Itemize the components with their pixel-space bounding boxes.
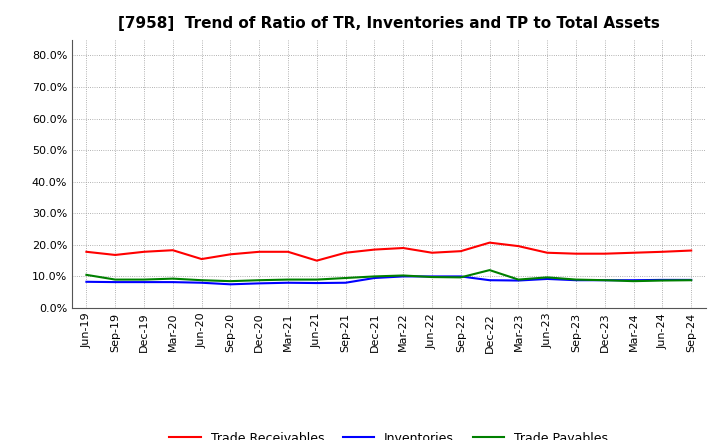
Trade Payables — [687, 278, 696, 283]
Inventories — [514, 278, 523, 283]
Trade Payables — [168, 276, 177, 281]
Trade Receivables — [456, 249, 465, 254]
Line: Trade Payables: Trade Payables — [86, 270, 691, 281]
Line: Inventories: Inventories — [86, 276, 691, 284]
Trade Receivables — [600, 251, 609, 257]
Inventories — [312, 280, 321, 286]
Trade Receivables — [255, 249, 264, 254]
Inventories — [399, 274, 408, 279]
Trade Receivables — [312, 258, 321, 263]
Trade Payables — [111, 277, 120, 282]
Inventories — [341, 280, 350, 286]
Trade Payables — [600, 278, 609, 283]
Trade Receivables — [658, 249, 667, 254]
Inventories — [168, 279, 177, 285]
Inventories — [197, 280, 206, 286]
Trade Payables — [312, 277, 321, 282]
Title: [7958]  Trend of Ratio of TR, Inventories and TP to Total Assets: [7958] Trend of Ratio of TR, Inventories… — [118, 16, 660, 32]
Trade Receivables — [572, 251, 580, 257]
Inventories — [284, 280, 292, 286]
Trade Receivables — [168, 248, 177, 253]
Inventories — [485, 278, 494, 283]
Inventories — [370, 275, 379, 281]
Trade Payables — [197, 278, 206, 283]
Inventories — [629, 278, 638, 283]
Trade Payables — [428, 275, 436, 280]
Trade Receivables — [197, 257, 206, 262]
Trade Receivables — [370, 247, 379, 252]
Inventories — [658, 277, 667, 282]
Trade Receivables — [514, 243, 523, 249]
Trade Payables — [226, 279, 235, 284]
Trade Payables — [456, 275, 465, 280]
Legend: Trade Receivables, Inventories, Trade Payables: Trade Receivables, Inventories, Trade Pa… — [164, 427, 613, 440]
Inventories — [140, 279, 148, 285]
Trade Receivables — [140, 249, 148, 254]
Trade Payables — [399, 273, 408, 278]
Trade Payables — [284, 277, 292, 282]
Trade Receivables — [629, 250, 638, 255]
Inventories — [572, 278, 580, 283]
Trade Receivables — [111, 252, 120, 257]
Inventories — [111, 279, 120, 285]
Trade Payables — [514, 277, 523, 282]
Trade Payables — [543, 275, 552, 280]
Inventories — [226, 282, 235, 287]
Trade Receivables — [399, 246, 408, 251]
Trade Receivables — [485, 240, 494, 245]
Inventories — [82, 279, 91, 284]
Trade Payables — [572, 277, 580, 282]
Inventories — [600, 278, 609, 283]
Inventories — [687, 277, 696, 282]
Trade Payables — [140, 277, 148, 282]
Trade Payables — [658, 278, 667, 283]
Line: Trade Receivables: Trade Receivables — [86, 242, 691, 260]
Trade Receivables — [687, 248, 696, 253]
Inventories — [428, 274, 436, 279]
Trade Payables — [255, 278, 264, 283]
Trade Receivables — [428, 250, 436, 255]
Trade Receivables — [543, 250, 552, 255]
Trade Payables — [370, 274, 379, 279]
Trade Receivables — [284, 249, 292, 254]
Trade Receivables — [82, 249, 91, 254]
Trade Payables — [341, 275, 350, 281]
Trade Payables — [82, 272, 91, 278]
Inventories — [255, 281, 264, 286]
Trade Receivables — [226, 252, 235, 257]
Inventories — [543, 276, 552, 282]
Trade Payables — [629, 279, 638, 284]
Inventories — [456, 274, 465, 279]
Trade Payables — [485, 268, 494, 273]
Trade Receivables — [341, 250, 350, 255]
